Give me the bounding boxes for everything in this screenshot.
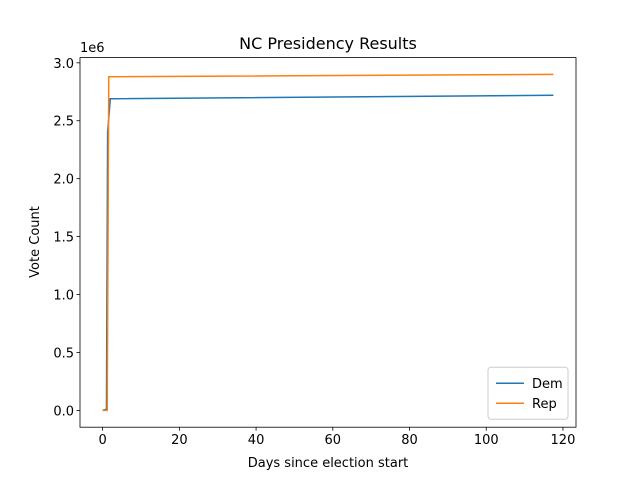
x-tick-label: 20 (171, 433, 188, 448)
x-tick-label: 120 (551, 433, 576, 448)
x-tick-label: 0 (98, 433, 106, 448)
legend-box (487, 366, 569, 420)
x-axis-label: Days since election start (248, 456, 409, 471)
data-line (102, 94, 554, 412)
y-tick-label: 3.0 (53, 57, 74, 72)
x-tick-label: 100 (474, 433, 499, 448)
legend-label: Dem (532, 377, 563, 392)
x-tick-label: 40 (248, 433, 265, 448)
y-axis-label: Vote Count (28, 206, 43, 278)
y-tick-label: 2.5 (53, 115, 74, 130)
plot-frame (79, 57, 577, 428)
y-tick-label: 0.5 (53, 346, 74, 361)
y-tick-label: 2.0 (53, 173, 74, 188)
y-tick-label: 0.0 (53, 404, 74, 419)
chart-title: NC Presidency Results (239, 34, 417, 53)
y-offset-label: 1e6 (80, 41, 105, 56)
data-line (102, 73, 554, 412)
y-tick-label: 1.5 (53, 231, 74, 246)
y-tick-label: 1.0 (53, 289, 74, 304)
legend: Dem Rep (487, 366, 569, 420)
x-tick-label: 60 (325, 433, 342, 448)
x-tick-label: 80 (401, 433, 418, 448)
legend-label: Rep (532, 397, 557, 412)
